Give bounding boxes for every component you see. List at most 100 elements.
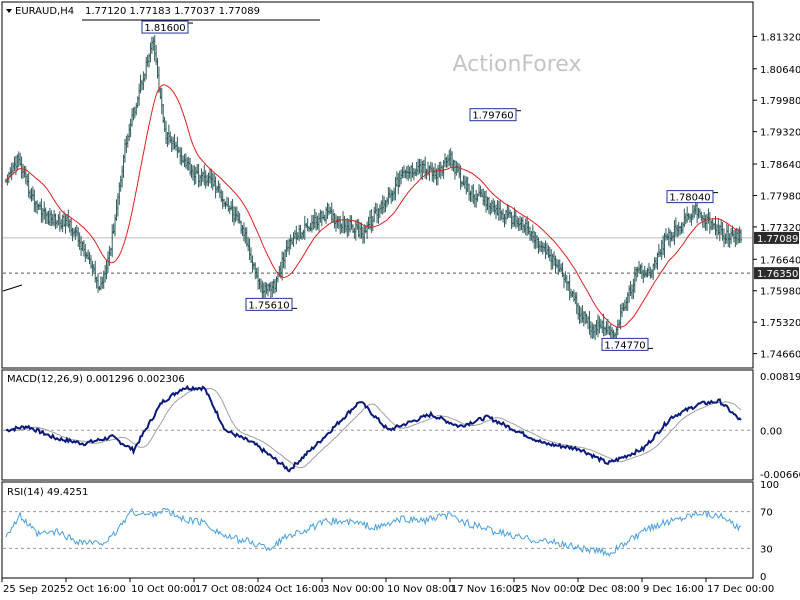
ohlc-bar xyxy=(738,226,741,244)
ohlc-bar xyxy=(605,321,608,336)
trend-line xyxy=(2,284,23,292)
ohlc-bar xyxy=(496,200,499,216)
ohlc-bar xyxy=(254,262,257,280)
ohlc-bar xyxy=(593,324,597,341)
collapse-triangle-icon[interactable] xyxy=(6,9,12,13)
time-tick-label: 2 Oct 16:00 xyxy=(67,584,126,595)
ohlc-bar xyxy=(193,165,196,186)
ohlc-bar xyxy=(77,227,80,247)
ohlc-bar xyxy=(664,228,668,241)
ohlc-bar xyxy=(215,185,219,194)
ohlc-bar xyxy=(60,219,63,230)
ohlc-bar xyxy=(473,194,476,208)
ohlc-bar xyxy=(712,222,716,230)
ohlc-bar xyxy=(351,224,355,234)
ohlc-bar xyxy=(411,162,414,178)
ohlc-bar xyxy=(404,169,407,179)
ohlc-bar xyxy=(562,273,566,289)
ohlc-bar xyxy=(494,204,498,220)
ohlc-bar xyxy=(194,166,197,185)
ohlc-bar xyxy=(290,237,294,245)
ohlc-bar xyxy=(521,216,525,234)
ohlc-bar xyxy=(341,211,345,234)
ohlc-bar xyxy=(327,203,331,216)
ohlc-bar xyxy=(33,189,36,212)
ohlc-bar xyxy=(244,227,247,244)
ohlc-bar xyxy=(445,156,448,168)
ohlc-bar xyxy=(150,36,154,54)
ohlc-bar xyxy=(251,255,254,273)
ohlc-bar xyxy=(637,261,641,274)
ohlc-bar xyxy=(550,249,553,270)
annotation-label: 1.78040 xyxy=(669,193,710,204)
ohlc-bar xyxy=(149,42,152,63)
ohlc-bar xyxy=(307,226,311,233)
ohlc-bar xyxy=(203,164,206,186)
ohlc-bar xyxy=(198,174,202,187)
ohlc-bar xyxy=(711,218,714,230)
rsi-line xyxy=(5,507,742,557)
ohlc-bar xyxy=(575,292,578,315)
ohlc-bar xyxy=(588,310,591,335)
rsi-panel[interactable] xyxy=(1,481,754,579)
ohlc-bar xyxy=(210,168,213,188)
ohlc-bar xyxy=(381,195,384,215)
ohlc-bar xyxy=(482,188,485,206)
ohlc-bar xyxy=(394,176,397,201)
ohlc-bar xyxy=(572,289,576,302)
ohlc-bar xyxy=(457,163,461,179)
ohlc-bar xyxy=(523,224,526,233)
ohlc-bar xyxy=(684,213,687,225)
ohlc-bar xyxy=(422,159,425,174)
ohlc-bar xyxy=(674,217,678,237)
ohlc-bar xyxy=(483,190,486,207)
ohlc-bar xyxy=(436,165,440,186)
ohlc-bar xyxy=(297,224,301,242)
ohlc-bar xyxy=(161,103,165,124)
macd-tick-label: 0.00 xyxy=(760,426,782,437)
rsi-tick-label: 70 xyxy=(760,508,773,519)
ohlc-bar xyxy=(188,157,192,176)
price-tick-label: 1.79980 xyxy=(760,96,800,107)
ohlc-label: 1.77120 1.77183 1.77037 1.77089 xyxy=(85,6,260,17)
ohlc-bar xyxy=(603,326,607,336)
ohlc-bar xyxy=(639,264,642,274)
ohlc-bar xyxy=(683,208,686,228)
ohlc-bar xyxy=(54,213,57,230)
ohlc-bar xyxy=(273,278,277,294)
ohlc-bar xyxy=(581,305,584,323)
ohlc-bar xyxy=(30,187,33,202)
macd-line xyxy=(5,384,742,473)
ohlc-bar xyxy=(449,148,452,168)
ohlc-bar xyxy=(71,227,74,242)
ohlc-bar xyxy=(694,203,697,215)
ohlc-bar xyxy=(336,216,339,229)
annotation-box xyxy=(666,190,714,204)
ohlc-bar xyxy=(698,208,702,218)
ohlc-bar xyxy=(153,35,156,62)
ohlc-bar xyxy=(320,210,324,227)
ohlc-bar xyxy=(319,209,322,223)
ohlc-bar xyxy=(152,36,155,51)
ohlc-bar xyxy=(657,243,661,258)
ohlc-bar xyxy=(399,169,403,185)
ohlc-bar xyxy=(728,233,731,248)
ohlc-bar xyxy=(330,202,333,223)
macd-panel[interactable] xyxy=(1,369,754,481)
ohlc-bar xyxy=(598,316,601,334)
ohlc-bar xyxy=(380,200,383,214)
price-panel[interactable] xyxy=(1,1,754,369)
ohlc-bar xyxy=(455,160,458,176)
ohlc-bar xyxy=(520,217,523,231)
time-tick-label: 10 Nov 08:00 xyxy=(387,584,454,595)
time-tick-label: 17 Nov 16:00 xyxy=(451,584,518,595)
ohlc-bar xyxy=(466,176,469,193)
ohlc-bar xyxy=(718,224,721,242)
ohlc-bar xyxy=(419,158,423,180)
ohlc-bar xyxy=(105,259,108,280)
ohlc-bar xyxy=(438,162,441,178)
ohlc-bar xyxy=(568,274,571,301)
ohlc-bar xyxy=(88,251,91,265)
ohlc-bar xyxy=(497,200,501,221)
